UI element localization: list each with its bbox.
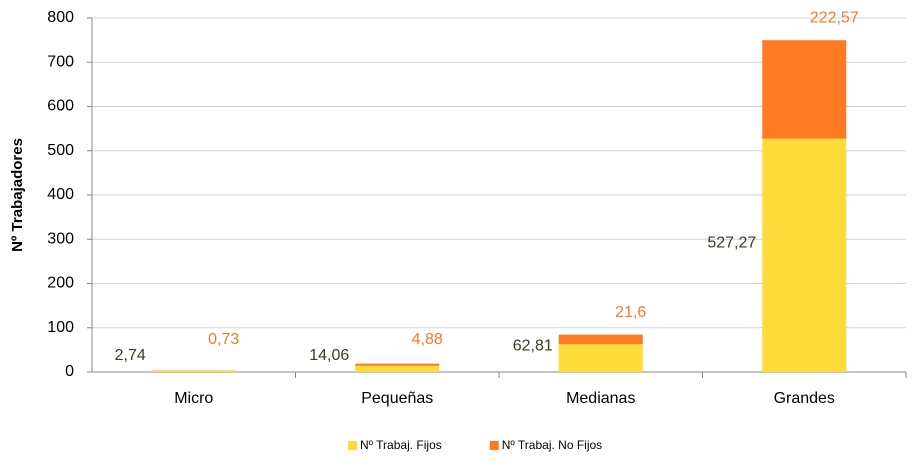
bar-segment xyxy=(355,363,440,366)
y-axis-label: Nº Trabajadores xyxy=(9,138,26,252)
y-tick-label: 800 xyxy=(47,9,74,26)
y-tick-label: 600 xyxy=(47,98,74,115)
data-label: 62,81 xyxy=(513,337,553,354)
legend-swatch xyxy=(489,441,499,450)
y-tick-label: 700 xyxy=(47,53,74,70)
y-tick-label: 500 xyxy=(47,142,74,159)
data-label: 4,88 xyxy=(412,331,443,348)
data-label: 21,6 xyxy=(615,304,646,321)
legend-swatch xyxy=(348,441,357,450)
data-label: 14,06 xyxy=(309,347,349,364)
legend: Nº Trabaj. Fijos Nº Trabaj. No Fijos xyxy=(348,438,602,452)
data-label: 0,73 xyxy=(208,331,239,348)
bar-segment xyxy=(151,370,236,372)
data-label: 222,57 xyxy=(810,9,859,26)
y-tick-label: 400 xyxy=(47,186,74,203)
x-tick-label: Pequeñas xyxy=(361,390,433,407)
legend-label: Nº Trabaj. Fijos xyxy=(360,438,442,452)
bar-segment xyxy=(762,40,847,139)
bar-segment xyxy=(558,344,643,372)
data-label: 2,74 xyxy=(115,347,146,364)
legend-label: Nº Trabaj. No Fijos xyxy=(502,438,602,452)
bar-segment xyxy=(355,365,440,372)
data-label: 527,27 xyxy=(707,235,756,252)
y-tick-label: 0 xyxy=(65,363,74,380)
x-tick-label: Grandes xyxy=(774,390,835,407)
x-tick-label: Medianas xyxy=(566,390,635,407)
y-tick-label: 100 xyxy=(47,319,74,336)
x-tick-label: Micro xyxy=(174,390,213,407)
y-tick-label: 200 xyxy=(47,275,74,292)
y-tick-label: 300 xyxy=(47,230,74,247)
bar-segment xyxy=(762,138,847,372)
bar-segment xyxy=(558,334,643,345)
